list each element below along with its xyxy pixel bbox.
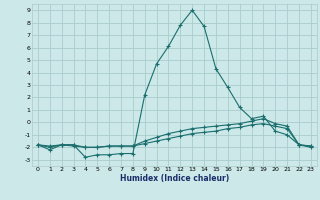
X-axis label: Humidex (Indice chaleur): Humidex (Indice chaleur) bbox=[120, 174, 229, 183]
